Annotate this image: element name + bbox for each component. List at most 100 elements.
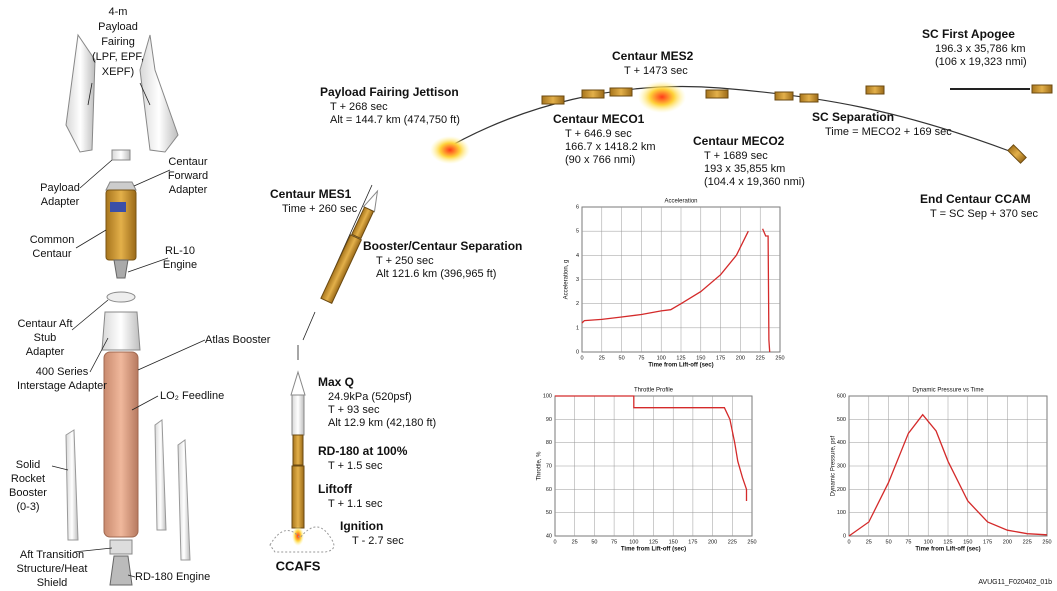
- srb: [178, 440, 190, 560]
- x-tick-label: 225: [756, 355, 765, 361]
- part-label: 4-m: [109, 6, 128, 18]
- part-label: 400 Series: [36, 366, 89, 378]
- x-tick-label: 25: [866, 539, 872, 545]
- event-detail: 166.7 x 1418.2 km: [565, 141, 656, 153]
- booster: [321, 235, 361, 304]
- event-detail: (90 x 766 nmi): [565, 154, 635, 166]
- event-detail: T = SC Sep + 370 sec: [930, 208, 1039, 220]
- x-tick-label: 50: [591, 539, 597, 545]
- y-tick-label: 5: [576, 229, 579, 235]
- part-label: LO₂ Feedline: [160, 390, 224, 402]
- event-detail: (106 x 19,323 nmi): [935, 56, 1027, 68]
- stage: [866, 86, 884, 94]
- y-axis-label: Acceleration, g: [564, 260, 570, 300]
- event-title: SC Separation: [812, 110, 894, 124]
- x-axis-label: Time from Lift-off (sec): [915, 547, 980, 553]
- x-tick-label: 125: [943, 539, 952, 545]
- x-tick-label: 225: [728, 539, 737, 545]
- event-detail: T + 93 sec: [328, 404, 380, 416]
- event-detail: 193 x 35,855 km: [704, 163, 785, 175]
- y-axis-label: Dynamic Pressure, psf: [831, 435, 837, 496]
- event-title: Liftoff: [318, 482, 353, 496]
- x-axis-label: Time from Lift-off (sec): [648, 363, 713, 369]
- fairing-half: [140, 35, 178, 152]
- y-tick-label: 0: [843, 533, 846, 539]
- part-label: Common: [30, 234, 75, 246]
- event-title: Centaur MECO1: [553, 112, 645, 126]
- y-tick-label: 100: [543, 393, 552, 399]
- y-axis-label: Throttle, %: [537, 451, 543, 481]
- x-tick-label: 75: [638, 355, 644, 361]
- stub-adapter: [107, 292, 135, 302]
- event-detail: (104.4 x 19,360 nmi): [704, 176, 805, 188]
- stage: [800, 94, 818, 102]
- x-tick-label: 175: [688, 539, 697, 545]
- y-tick-label: 4: [576, 253, 579, 259]
- exploded-vehicle: [52, 35, 205, 585]
- y-tick-label: 60: [546, 487, 552, 493]
- fairing: [292, 395, 304, 435]
- x-tick-label: 75: [905, 539, 911, 545]
- chart-title: Dynamic Pressure vs Time: [912, 388, 984, 394]
- x-tick-label: 200: [708, 539, 717, 545]
- x-tick-label: 250: [775, 355, 784, 361]
- part-label: Payload: [40, 182, 80, 194]
- part-label: Interstage Adapter: [17, 380, 107, 392]
- x-tick-label: 125: [676, 355, 685, 361]
- part-label: Adapter: [169, 184, 208, 196]
- flag: [110, 202, 126, 212]
- part-label: Stub: [34, 332, 57, 344]
- figure-id: AVUG11_F020402_01b: [978, 579, 1052, 586]
- event-detail: T + 1689 sec: [704, 150, 768, 162]
- plume: [638, 81, 686, 113]
- y-tick-label: 6: [576, 204, 579, 210]
- x-tick-label: 25: [599, 355, 605, 361]
- srb: [155, 420, 166, 530]
- event-title: Max Q: [318, 375, 354, 389]
- y-tick-label: 70: [546, 463, 552, 469]
- part-label: Solid: [16, 459, 40, 471]
- part-label: Rocket: [11, 473, 45, 485]
- part-label: Adapter: [41, 196, 80, 208]
- y-tick-label: 1: [576, 325, 579, 331]
- x-tick-label: 75: [611, 539, 617, 545]
- centaur: [293, 435, 303, 465]
- event-title: RD-180 at 100%: [318, 444, 408, 458]
- x-tick-label: 150: [696, 355, 705, 361]
- event-detail: T + 1.5 sec: [328, 460, 383, 472]
- chart: 02550751001251501752002252500123456Accel…: [564, 199, 785, 369]
- y-tick-label: 50: [546, 510, 552, 516]
- y-tick-label: 90: [546, 417, 552, 423]
- part-label: (0-3): [16, 501, 39, 513]
- event-detail: T + 646.9 sec: [565, 128, 632, 140]
- event-title: Ignition: [340, 519, 383, 533]
- event-detail: T + 268 sec: [330, 101, 388, 113]
- x-tick-label: 175: [983, 539, 992, 545]
- x-tick-label: 50: [619, 355, 625, 361]
- chart-title: Throttle Profile: [634, 388, 674, 394]
- part-label: XEPF): [102, 66, 134, 78]
- x-tick-label: 225: [1023, 539, 1032, 545]
- x-tick-label: 150: [963, 539, 972, 545]
- chart-title: Acceleration: [664, 199, 697, 205]
- event-title: SC First Apogee: [922, 27, 1015, 41]
- x-tick-label: 200: [1003, 539, 1012, 545]
- y-tick-label: 200: [837, 487, 846, 493]
- fairing-half: [66, 35, 95, 152]
- y-tick-label: 3: [576, 277, 579, 283]
- centaur: [106, 190, 136, 260]
- stage: [706, 90, 728, 98]
- x-tick-label: 0: [553, 539, 556, 545]
- part-label: Structure/Heat: [17, 563, 88, 575]
- event-detail: 24.9kPa (520psf): [328, 391, 412, 403]
- part-label: Atlas Booster: [205, 334, 271, 346]
- stage: [1032, 85, 1052, 93]
- part-label: Centaur: [168, 156, 207, 168]
- stage: [582, 90, 604, 98]
- x-tick-label: 0: [580, 355, 583, 361]
- launch-rocket: [270, 372, 334, 552]
- plume: [430, 136, 470, 164]
- x-tick-label: 150: [669, 539, 678, 545]
